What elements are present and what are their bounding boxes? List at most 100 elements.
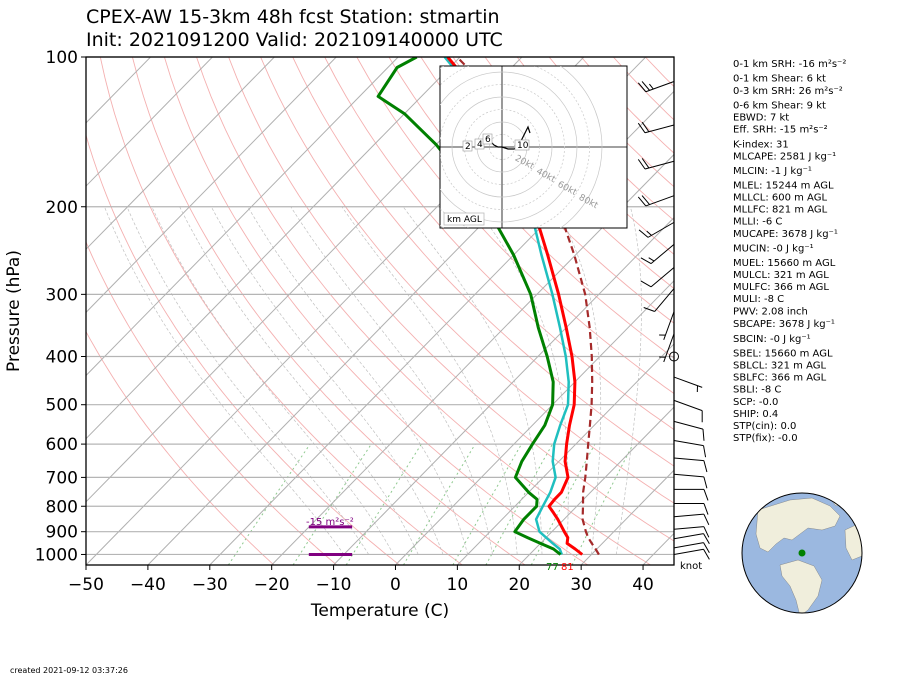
- hodograph-ring: [440, 84, 565, 210]
- barb-flag: [703, 526, 710, 538]
- dry-adiabat: [324, 57, 674, 431]
- param-line: STP(cin): 0.0: [733, 421, 796, 432]
- isotherm: [395, 280, 674, 565]
- wind-barb: [673, 457, 708, 473]
- wind-barb: [674, 488, 709, 501]
- moist-adiabat: [554, 206, 602, 555]
- isotherm: [580, 469, 674, 565]
- mixing-ratio-line: [530, 443, 596, 565]
- moist-adiabat: [104, 206, 345, 555]
- hodograph-height-box: [462, 140, 473, 152]
- hodograph-ring: [440, 66, 590, 228]
- barb-flag: [703, 513, 710, 525]
- mixing-ratio-line: [452, 443, 522, 565]
- barb-half-flag: [648, 257, 655, 262]
- chart-title-line1: CPEX-AW 15-3km 48h fcst Station: stmarti…: [86, 6, 500, 28]
- temperature-profile: [446, 57, 584, 556]
- dry-adiabat: [260, 57, 674, 504]
- param-line: SHIP: 0.4: [733, 409, 778, 420]
- param-line: MLLI: -6 C: [733, 217, 782, 228]
- param-line: 0-6 km Shear: 9 kt: [733, 101, 826, 112]
- isotherm: [86, 57, 461, 440]
- dry-adiabat: [86, 330, 275, 565]
- y-axis-label: Pressure (hPa): [4, 250, 24, 372]
- dry-adiabat: [196, 57, 651, 565]
- isotherm: [86, 57, 399, 377]
- isotherm: [86, 57, 275, 250]
- barb-flag: [641, 81, 650, 91]
- isotherm: [86, 57, 523, 503]
- dry-adiabat: [131, 57, 526, 565]
- param-line: SBLFC: 366 m AGL: [733, 372, 827, 383]
- x-tick-label: 20: [508, 575, 530, 595]
- param-line: MUCIN: -0 J kg⁻¹: [733, 244, 814, 255]
- barb-shaft: [644, 124, 675, 134]
- hodograph-height-box: [514, 139, 530, 151]
- plot-frame: [85, 56, 675, 566]
- wind-barb: [673, 542, 710, 554]
- x-tick-label: 40: [632, 575, 654, 595]
- param-line: STP(fix): -0.0: [733, 433, 798, 444]
- barb-flag: [637, 122, 646, 134]
- param-line: MUEL: 15660 m AGL: [733, 258, 836, 269]
- barb-shaft: [673, 513, 704, 518]
- barb-flag: [703, 548, 710, 560]
- barb-flag: [640, 280, 652, 288]
- param-line: K-index: 31: [733, 139, 789, 150]
- barb-flag: [637, 196, 647, 207]
- barb-shaft: [673, 548, 704, 555]
- isotherm: [86, 57, 213, 187]
- hodograph-height-box: [482, 133, 493, 145]
- moist-adiabat: [179, 206, 419, 555]
- barb-flag: [643, 307, 655, 312]
- mixing-ratio-line: [292, 443, 372, 565]
- wind-barb: [640, 243, 675, 265]
- x-tick-label: −10: [316, 575, 352, 595]
- surface-temperature-label: 81: [561, 562, 574, 573]
- isotherm: [333, 216, 674, 565]
- barb-shaft: [644, 160, 675, 170]
- wind-barb: [637, 158, 675, 170]
- y-tick-label: 400: [46, 348, 78, 368]
- knot-label: knot: [680, 561, 702, 572]
- barb-flag: [703, 489, 709, 501]
- dry-adiabat: [86, 133, 400, 565]
- mixing-ratio-line: [345, 443, 422, 565]
- mixing-ratio-line: [227, 443, 311, 565]
- isotherm: [518, 406, 674, 565]
- barb-flag: [637, 159, 646, 170]
- isotherm: [86, 57, 337, 314]
- x-axis-label: Temperature (C): [310, 601, 449, 621]
- barb-shaft: [673, 533, 704, 540]
- y-tick-label: 800: [46, 497, 78, 517]
- barb-shaft: [673, 542, 704, 549]
- moist-adiabat: [402, 206, 543, 555]
- wind-barb: [643, 288, 675, 312]
- y-tick-label: 500: [46, 396, 78, 416]
- wetbulb-profile: [443, 57, 570, 555]
- hodograph-ring: [440, 66, 603, 228]
- barb-half-flag: [649, 83, 654, 90]
- station-marker: [798, 549, 806, 557]
- param-line: Eff. SRH: -15 m²s⁻²: [733, 125, 828, 136]
- parcel-profile: [456, 57, 600, 556]
- wind-barb: [673, 526, 710, 538]
- wind-barb: [673, 533, 710, 544]
- wind-barb: [673, 548, 710, 560]
- x-tick-label: 0: [390, 575, 401, 595]
- barb-flag: [641, 158, 650, 169]
- wind-barb: [673, 439, 707, 458]
- dry-adiabat: [163, 57, 588, 565]
- wind-barb: [673, 376, 703, 392]
- param-line: SCP: -0.0: [733, 397, 778, 408]
- mixing-ratio-line: [571, 443, 634, 565]
- barb-shaft: [654, 288, 675, 312]
- barb-flag: [703, 445, 707, 458]
- x-tick-label: 30: [570, 575, 592, 595]
- barb-shaft: [673, 399, 703, 412]
- dry-adiabat: [86, 240, 337, 565]
- barb-flag: [640, 257, 652, 265]
- y-tick-label: 900: [46, 523, 78, 543]
